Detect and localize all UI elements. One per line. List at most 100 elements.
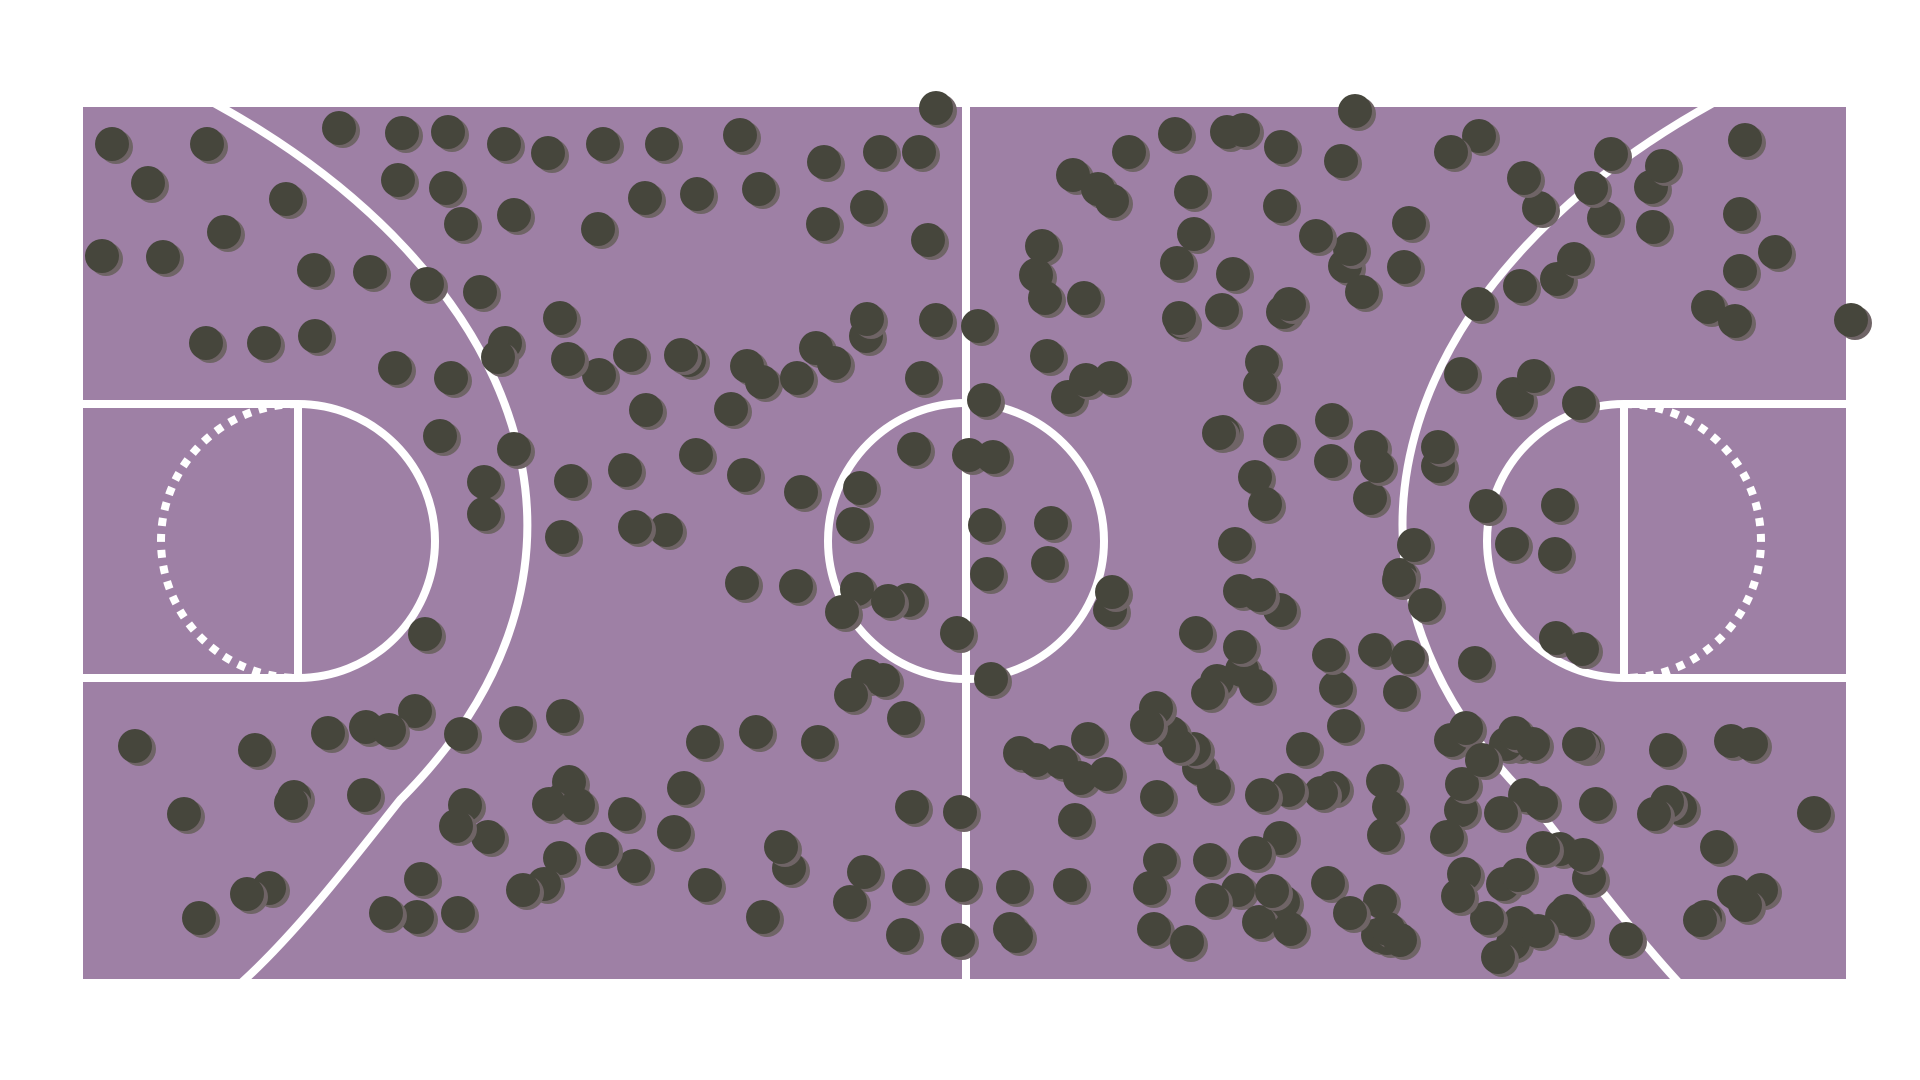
player-dot <box>467 465 501 499</box>
player-dot <box>1273 912 1307 946</box>
player-dot <box>1587 201 1621 235</box>
player-dot <box>322 111 356 145</box>
player-dot <box>1834 303 1868 337</box>
player-dot <box>1264 130 1298 164</box>
player-dot <box>1179 616 1213 650</box>
player-dot <box>1202 416 1236 450</box>
player-dot <box>667 771 701 805</box>
player-dot <box>664 338 698 372</box>
player-dot <box>311 716 345 750</box>
player-dot <box>608 797 642 831</box>
player-dot <box>1449 711 1483 745</box>
player-dot <box>499 706 533 740</box>
player-dot <box>1503 269 1537 303</box>
player-dot <box>1248 487 1282 521</box>
player-dot <box>545 520 579 554</box>
player-dot <box>238 733 272 767</box>
player-dot <box>970 557 1004 591</box>
player-dot <box>441 896 475 930</box>
player-dot <box>1458 646 1492 680</box>
player-dot <box>1177 217 1211 251</box>
player-dot <box>1470 901 1504 935</box>
player-dot <box>825 595 859 629</box>
player-dot <box>1522 191 1556 225</box>
player-dot <box>1019 743 1053 777</box>
player-dot <box>843 471 877 505</box>
player-dot <box>487 127 521 161</box>
player-dot <box>298 319 332 353</box>
player-dot <box>167 797 201 831</box>
player-dot <box>1030 339 1064 373</box>
player-dot <box>131 166 165 200</box>
player-dot <box>398 694 432 728</box>
player-dot <box>297 253 331 287</box>
player-dot <box>1444 357 1478 391</box>
player-dot <box>506 873 540 907</box>
player-dot <box>1058 803 1092 837</box>
player-dot <box>1197 769 1231 803</box>
player-dot <box>999 919 1033 953</box>
player-dot <box>1382 563 1416 597</box>
player-dot <box>1495 527 1529 561</box>
player-dot <box>274 786 308 820</box>
player-dot <box>1311 866 1345 900</box>
player-dot <box>1025 229 1059 263</box>
player-dot <box>1239 669 1273 703</box>
player-dot <box>801 725 835 759</box>
player-dot <box>866 663 900 697</box>
player-dot <box>1594 137 1628 171</box>
player-dot <box>1327 709 1361 743</box>
player-dot <box>439 809 473 843</box>
player-dot <box>1112 135 1146 169</box>
player-dot <box>463 275 497 309</box>
player-dot <box>1609 922 1643 956</box>
player-dot <box>871 584 905 618</box>
player-dot <box>613 338 647 372</box>
player-dot <box>467 497 501 531</box>
player-dot <box>836 507 870 541</box>
player-dot <box>1286 732 1320 766</box>
player-dot <box>531 136 565 170</box>
player-dot <box>1445 767 1479 801</box>
player-dot <box>1245 778 1279 812</box>
player-dot <box>1645 149 1679 183</box>
player-dot <box>1383 923 1417 957</box>
player-dot <box>1140 780 1174 814</box>
player-dot <box>444 717 478 751</box>
player-dot <box>714 392 748 426</box>
player-dot <box>1797 796 1831 830</box>
center-circle <box>824 399 1108 683</box>
player-dot <box>1162 301 1196 335</box>
player-dot <box>404 862 438 896</box>
player-dot <box>1683 903 1717 937</box>
player-dot <box>581 212 615 246</box>
player-dot <box>353 255 387 289</box>
player-dot <box>497 432 531 466</box>
court-markings <box>83 107 1846 979</box>
free-throw-circle-left-solid <box>297 400 439 682</box>
player-dot <box>1579 787 1613 821</box>
player-dot <box>1216 257 1250 291</box>
player-dot <box>1517 359 1551 393</box>
player-dot <box>911 223 945 257</box>
player-dot <box>1314 444 1348 478</box>
player-dot <box>974 662 1008 696</box>
player-dot <box>1358 633 1392 667</box>
player-dot <box>1353 481 1387 515</box>
player-dot <box>1226 113 1260 147</box>
player-dot <box>543 301 577 335</box>
player-dot <box>961 309 995 343</box>
player-dot <box>1263 189 1297 223</box>
player-dot <box>247 326 281 360</box>
player-dot <box>628 181 662 215</box>
free-throw-circle-right-solid <box>1483 400 1625 682</box>
player-dot <box>431 115 465 149</box>
player-dot <box>1319 671 1353 705</box>
player-dot <box>1028 281 1062 315</box>
player-dot <box>940 616 974 650</box>
player-dot <box>582 358 616 392</box>
player-dot <box>429 171 463 205</box>
player-dots <box>85 91 1872 977</box>
player-dot <box>1031 546 1065 580</box>
player-dot <box>897 432 931 466</box>
